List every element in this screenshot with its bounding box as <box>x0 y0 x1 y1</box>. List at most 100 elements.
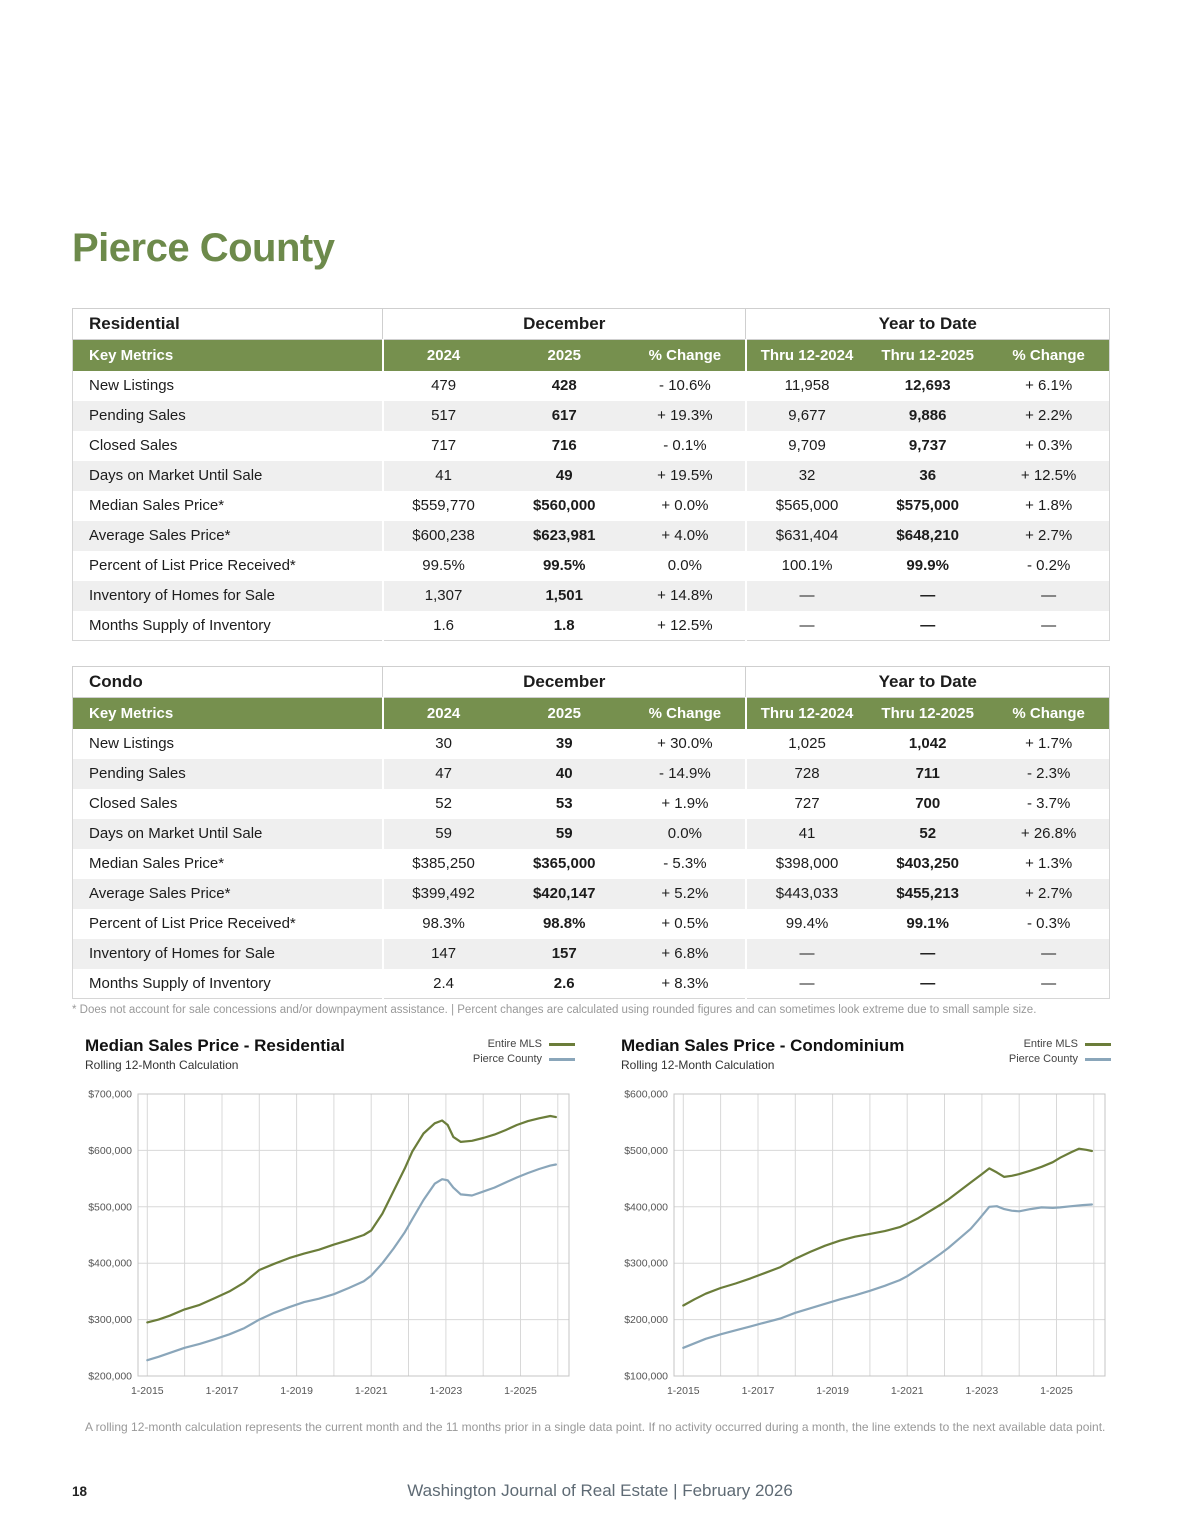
table-row: Inventory of Homes for Sale 147 157 + 6.8% —… <box>72 938 1110 969</box>
y-tick-label: $600,000 <box>88 1145 132 1157</box>
metric-label: Pending Sales <box>72 758 383 789</box>
legend-entry: Pierce County <box>473 1053 575 1065</box>
y-tick-label: $500,000 <box>88 1201 132 1213</box>
metric-value: 12,693 <box>904 377 951 394</box>
metric-value: + 19.3% <box>624 400 746 431</box>
metric-value: 9,709 <box>744 430 868 461</box>
legend-entry: Entire MLS <box>473 1038 575 1050</box>
metric-value: — <box>920 974 936 992</box>
metric-label: New Listings <box>89 377 175 394</box>
metric-value: + 14.8% <box>624 580 746 611</box>
y-tick-label: $300,000 <box>88 1314 132 1326</box>
y-tick-label: $200,000 <box>88 1371 132 1383</box>
legend-entry: Entire MLS <box>1009 1038 1111 1050</box>
table-row: Inventory of Homes for Sale 1,307 1,501 + 1… <box>72 580 1110 611</box>
metric-value: 53 <box>555 795 573 812</box>
metric-value: 41 <box>381 460 504 491</box>
column-header: 2025 <box>503 697 625 729</box>
condo-section-label: Condo <box>72 666 383 698</box>
y-tick-label: $500,000 <box>624 1145 668 1157</box>
legend-line-swatch <box>1085 1057 1111 1061</box>
metric-value: 1,501 <box>503 580 625 611</box>
metric-value: + 19.5% <box>624 460 746 491</box>
metric-value: + 26.8% <box>988 818 1110 849</box>
metric-value: - 10.6% <box>659 377 711 394</box>
metric-value: 9,677 <box>744 400 868 431</box>
metric-value: + 30.0% <box>657 735 713 752</box>
table-row: Days on Market Until Sale 41 49 + 19.5% 32 36… <box>72 460 1110 491</box>
chart-legend: Entire MLS Pierce County <box>473 1036 575 1068</box>
metric-value: 728 <box>744 758 868 789</box>
legend-entry: Pierce County <box>1009 1053 1111 1065</box>
x-tick-label: 1-2017 <box>742 1385 775 1397</box>
metric-value: + 0.5% <box>661 915 709 932</box>
metric-label: Months Supply of Inventory <box>89 974 271 992</box>
metric-label: Percent of List Price Received* <box>89 915 296 932</box>
plot-border <box>137 1093 570 1377</box>
metric-value: 59 <box>381 818 504 849</box>
table-footnote: * Does not account for sale concessions … <box>72 1004 1037 1016</box>
x-tick-label: 1-2021 <box>355 1385 388 1397</box>
metric-value: — <box>744 580 868 611</box>
column-header-row: Key Metrics 2024 2025% Change Thru 12-2024 T… <box>72 697 1110 729</box>
metric-value: $575,000 <box>896 497 959 514</box>
metric-value: 52 <box>381 788 504 819</box>
metric-value: - 3.7% <box>1026 795 1071 812</box>
x-tick-label: 1-2019 <box>280 1385 313 1397</box>
residential-metrics-table: Residential December Year to Date Key Metri… <box>72 308 1110 641</box>
metric-label: Average Sales Price* <box>72 878 383 909</box>
table-row: Months Supply of Inventory 1.6 1.8 + 12.5% —… <box>73 610 1110 641</box>
column-header: % Change <box>988 697 1110 729</box>
y-tick-label: $400,000 <box>88 1258 132 1270</box>
y-tick-label: $700,000 <box>88 1089 132 1101</box>
metric-value: 99.1% <box>906 915 949 932</box>
table-row: Pending Sales 47 40- 14.9% 728 711- 2.3% <box>72 758 1110 789</box>
metric-value: + 1.3% <box>1025 855 1073 872</box>
metric-value: - 5.3% <box>663 855 707 872</box>
column-header: 2024 <box>381 339 504 371</box>
table-row: Average Sales Price* $399,492 $420,147 + 5.… <box>72 878 1110 909</box>
metric-value: 700 <box>915 795 941 812</box>
metric-value: 1,025 <box>744 728 868 759</box>
metric-value: + 2.7% <box>988 878 1110 909</box>
legend-label: Pierce County <box>472 1053 542 1065</box>
metric-value: $623,981 <box>503 520 625 551</box>
x-tick-label: 1-2023 <box>966 1385 999 1397</box>
metric-value: 98.8% <box>542 915 586 932</box>
metric-value: $631,404 <box>744 520 868 551</box>
metric-value: — <box>744 938 868 969</box>
metric-value: 147 <box>381 938 504 969</box>
metric-value: 1.6 <box>381 610 504 641</box>
metric-value: 11,958 <box>744 370 868 401</box>
metric-value: 100.1% <box>744 550 868 581</box>
y-tick-label: $100,000 <box>624 1371 668 1383</box>
metric-value: 479 <box>381 370 504 401</box>
metric-value: 49 <box>503 460 625 491</box>
metric-value: $385,250 <box>381 848 504 879</box>
metric-value: 99.5% <box>381 550 504 581</box>
metric-value: 428 <box>551 377 577 394</box>
metric-value: 99.5% <box>542 557 586 574</box>
metric-value: — <box>867 938 989 969</box>
condominium-chart-svg: $600,000 $500,000 $400,000 $300,000 $200,000… <box>624 1089 1106 1397</box>
metric-label: Median Sales Price* <box>89 497 225 514</box>
metric-value: 99.9% <box>906 557 949 574</box>
column-header: 2024 <box>381 697 504 729</box>
metric-value: 0.0% <box>624 818 746 849</box>
metric-value: + 12.5% <box>657 616 713 634</box>
y-tick-label: $600,000 <box>624 1089 668 1101</box>
metric-value: + 6.8% <box>624 938 746 969</box>
chart-titles: Median Sales Price - Residential Rolling… <box>85 1036 345 1072</box>
column-header: Thru 12-2024 <box>744 697 868 729</box>
metric-value: - 0.1% <box>663 437 707 454</box>
chart-title: Median Sales Price - Condominium <box>621 1036 905 1055</box>
metric-value: + 0.0% <box>661 497 709 514</box>
metric-value: + 2.7% <box>988 520 1110 551</box>
metric-value: + 1.8% <box>1025 497 1073 514</box>
table-row: Months Supply of Inventory 2.4 2.6 + 8.3% — —… <box>73 968 1110 999</box>
metric-value: + 2.2% <box>988 400 1110 431</box>
metric-label: Inventory of Homes for Sale <box>72 580 383 611</box>
metric-value: $398,000 <box>744 848 868 879</box>
metric-value: + 1.9% <box>661 795 709 812</box>
metric-value: 711 <box>867 758 989 789</box>
